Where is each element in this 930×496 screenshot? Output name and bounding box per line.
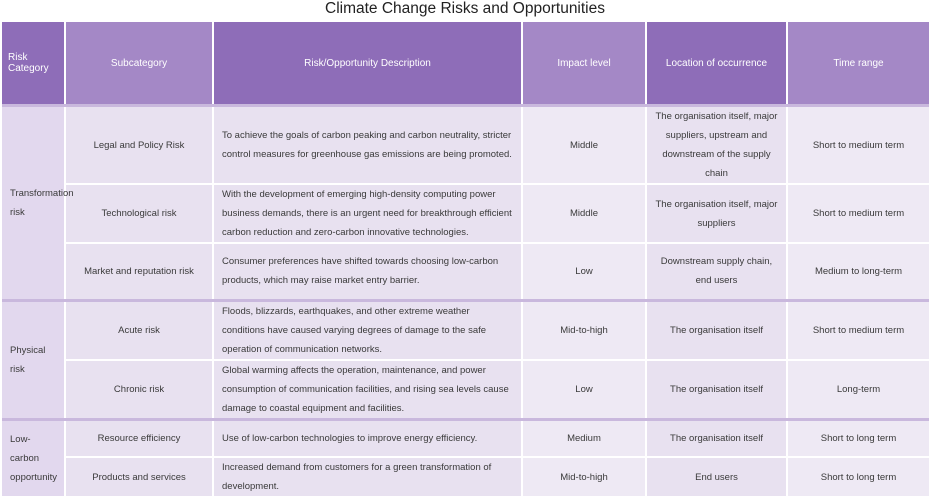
subcategory-cell: Technological risk [65, 183, 214, 243]
location-cell: The organisation itself, major suppliers [646, 183, 788, 243]
impact-cell: Low [522, 358, 647, 419]
time-range-cell: Short to medium term [787, 298, 929, 360]
table-row: Market and reputation risk Consumer pref… [2, 242, 929, 300]
table-title: Climate Change Risks and Opportunities [325, 0, 605, 17]
risk-table: Risk Category Subcategory Risk/Opportuni… [2, 22, 929, 496]
description-cell: With the development of emerging high-de… [213, 183, 523, 243]
impact-cell: Low [522, 242, 647, 300]
time-range-cell: Short to medium term [787, 183, 929, 243]
location-cell: The organisation itself [646, 358, 788, 419]
table-row: Chronic risk Global warming affects the … [2, 358, 929, 419]
impact-cell: Mid-to-high [522, 298, 647, 360]
risk-category-cell: Physical risk [2, 298, 66, 419]
impact-cell: Medium [522, 417, 647, 457]
subcategory-cell: Market and reputation risk [65, 242, 214, 300]
impact-cell: Mid-to-high [522, 456, 647, 496]
location-cell: The organisation itself [646, 417, 788, 457]
time-range-cell: Short to long term [787, 417, 929, 457]
time-range-cell: Long-term [787, 358, 929, 419]
subcategory-cell: Resource efficiency [65, 417, 214, 457]
description-cell: Global warming affects the operation, ma… [213, 358, 523, 419]
location-cell: The organisation itself [646, 298, 788, 360]
table-row: Products and services Increased demand f… [2, 456, 929, 496]
table-row: Transformation risk Legal and Policy Ris… [2, 104, 929, 300]
risk-category-cell: Transformation risk [2, 104, 74, 300]
time-range-cell: Short to medium term [787, 104, 929, 184]
description-cell: Increased demand from customers for a gr… [213, 456, 523, 496]
impact-cell: Middle [522, 104, 647, 184]
header-row: Risk Category Subcategory Risk/Opportuni… [2, 22, 929, 106]
time-range-cell: Short to long term [787, 456, 929, 496]
impact-cell: Middle [522, 183, 647, 243]
table-row: Physical risk Acute risk Floods, blizzar… [2, 298, 929, 419]
header-description: Risk/Opportunity Description [213, 22, 523, 106]
header-impact-level: Impact level [522, 22, 647, 106]
location-cell: The organisation itself, major suppliers… [646, 104, 788, 184]
table-row: Low-carbon opportunity Resource efficien… [2, 417, 929, 496]
subcategory-cell: Products and services [65, 456, 214, 496]
description-cell: Floods, blizzards, earthquakes, and othe… [213, 298, 523, 360]
subcategory-cell: Chronic risk [65, 358, 214, 419]
header-location: Location of occurrence [646, 22, 788, 106]
location-cell: End users [646, 456, 788, 496]
table-row: Technological risk With the development … [2, 183, 929, 243]
header-time-range: Time range [787, 22, 929, 106]
description-cell: Use of low-carbon technologies to improv… [213, 417, 523, 457]
time-range-cell: Medium to long-term [787, 242, 929, 300]
description-cell: To achieve the goals of carbon peaking a… [213, 104, 523, 184]
subcategory-cell: Acute risk [65, 298, 214, 360]
subcategory-cell: Legal and Policy Risk [65, 104, 214, 184]
header-risk-category: Risk Category [2, 22, 66, 106]
location-cell: Downstream supply chain, end users [646, 242, 788, 300]
risk-category-cell: Low-carbon opportunity [2, 417, 66, 496]
header-subcategory: Subcategory [65, 22, 214, 106]
description-cell: Consumer preferences have shifted toward… [213, 242, 523, 300]
